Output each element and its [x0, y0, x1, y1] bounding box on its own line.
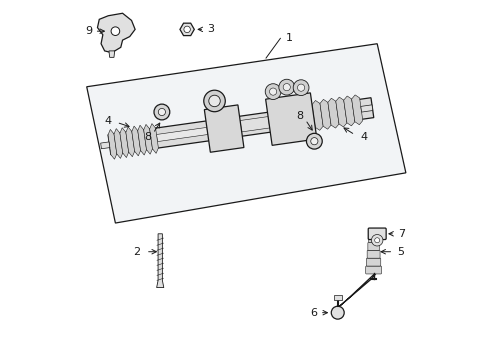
Circle shape — [278, 79, 294, 95]
Text: 3: 3 — [206, 24, 213, 35]
Circle shape — [158, 108, 165, 116]
Polygon shape — [143, 125, 152, 154]
Circle shape — [208, 95, 220, 107]
Circle shape — [283, 84, 290, 91]
Text: 9: 9 — [85, 26, 92, 36]
Polygon shape — [156, 127, 207, 141]
FancyBboxPatch shape — [333, 295, 341, 301]
Text: 4: 4 — [104, 116, 111, 126]
Polygon shape — [311, 100, 323, 130]
Circle shape — [374, 238, 379, 243]
Text: 6: 6 — [309, 308, 316, 318]
Circle shape — [111, 27, 120, 36]
Polygon shape — [360, 105, 372, 112]
Text: 8: 8 — [143, 132, 151, 142]
Circle shape — [297, 84, 304, 91]
Text: 1: 1 — [285, 33, 292, 42]
Circle shape — [203, 90, 225, 112]
Polygon shape — [108, 129, 117, 159]
Text: 5: 5 — [396, 247, 403, 257]
FancyBboxPatch shape — [367, 228, 386, 239]
Polygon shape — [265, 93, 316, 145]
Circle shape — [371, 234, 382, 246]
Text: 8: 8 — [296, 111, 303, 121]
Polygon shape — [120, 128, 128, 158]
Circle shape — [264, 84, 281, 99]
FancyBboxPatch shape — [368, 234, 378, 242]
Polygon shape — [97, 13, 135, 53]
Polygon shape — [240, 117, 269, 132]
Text: 7: 7 — [397, 229, 404, 239]
Polygon shape — [319, 99, 330, 129]
Polygon shape — [132, 126, 140, 156]
Polygon shape — [343, 96, 354, 126]
Polygon shape — [149, 123, 158, 153]
Circle shape — [306, 133, 322, 149]
Polygon shape — [327, 98, 338, 128]
Polygon shape — [204, 105, 244, 152]
Text: 4: 4 — [360, 132, 367, 142]
Circle shape — [269, 88, 276, 95]
Polygon shape — [109, 51, 115, 57]
Circle shape — [183, 26, 190, 33]
Polygon shape — [156, 234, 163, 288]
Polygon shape — [339, 270, 378, 306]
FancyBboxPatch shape — [366, 250, 379, 258]
FancyBboxPatch shape — [366, 258, 380, 266]
Polygon shape — [138, 125, 146, 155]
Polygon shape — [114, 129, 122, 158]
FancyBboxPatch shape — [365, 266, 381, 274]
Circle shape — [330, 306, 344, 319]
Polygon shape — [108, 98, 373, 155]
Circle shape — [154, 104, 169, 120]
Polygon shape — [125, 127, 134, 157]
FancyBboxPatch shape — [367, 242, 379, 250]
Polygon shape — [86, 44, 405, 223]
Circle shape — [293, 80, 308, 95]
Polygon shape — [351, 95, 362, 125]
Polygon shape — [101, 142, 110, 149]
Text: 2: 2 — [133, 247, 140, 257]
Circle shape — [310, 138, 317, 145]
Polygon shape — [335, 97, 346, 127]
